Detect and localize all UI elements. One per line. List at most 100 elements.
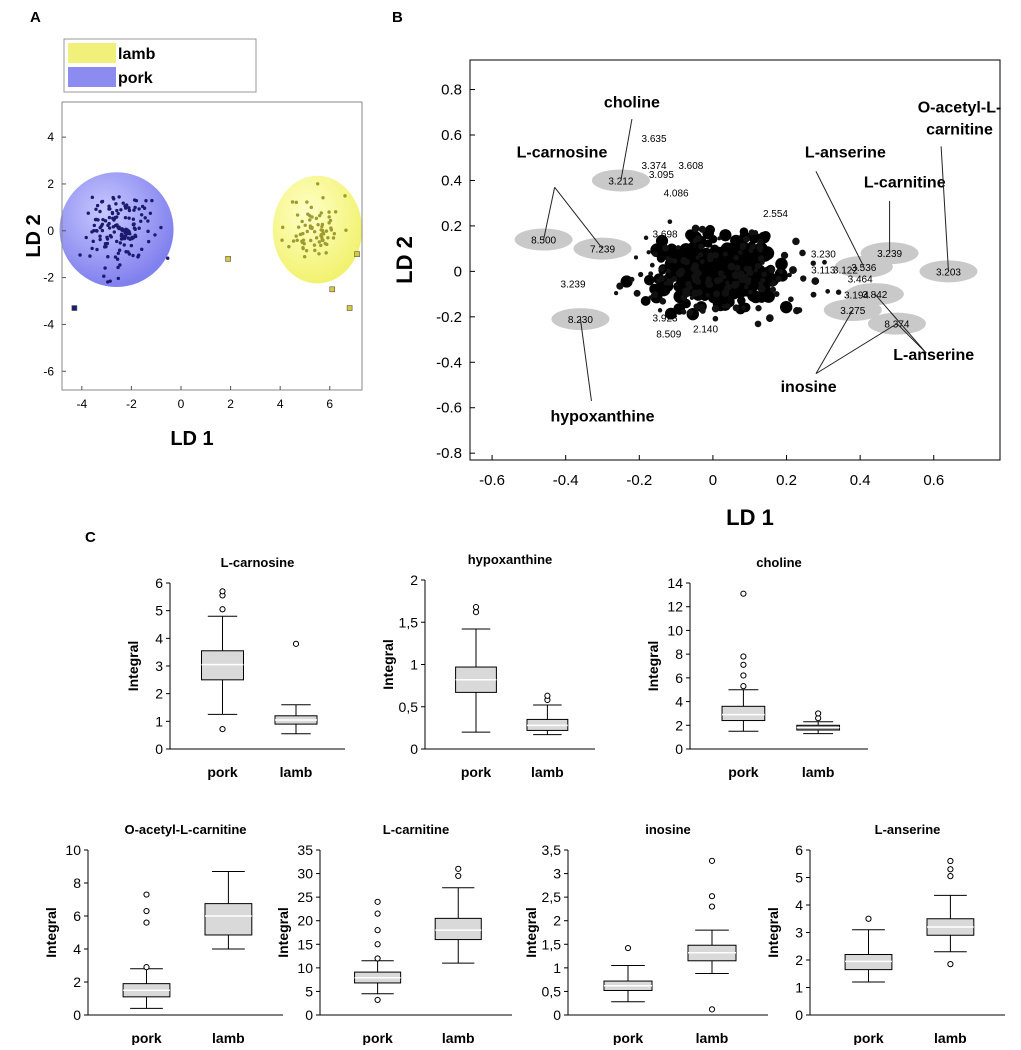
box-outlier bbox=[708, 1006, 716, 1013]
x-tick-label: 0 bbox=[178, 397, 185, 411]
pork-point bbox=[117, 248, 122, 252]
highlight-point-label: 3.239 bbox=[877, 249, 902, 260]
highlight-point-label: 3.275 bbox=[840, 306, 865, 317]
loading-point bbox=[699, 307, 706, 314]
pork-point bbox=[115, 215, 119, 219]
loading-point bbox=[666, 269, 672, 274]
pork-point bbox=[142, 206, 147, 210]
loading-point bbox=[761, 271, 768, 278]
lamb-outlier-point bbox=[329, 286, 336, 293]
annotation-label: O-acetyl-L- bbox=[918, 99, 1002, 116]
loading-label: 3.608 bbox=[678, 161, 703, 172]
y-tick-label: 6 bbox=[155, 575, 163, 591]
box-lamb bbox=[796, 710, 841, 735]
pork-point bbox=[116, 251, 121, 256]
pork-point bbox=[107, 207, 111, 211]
y-axis-label: Integral bbox=[765, 907, 781, 958]
annotation-label: L-anserine bbox=[893, 347, 974, 364]
pork-point bbox=[115, 208, 119, 213]
panel-a-lda-scatter: -4 -2 0 2 4 6 -6 -4 -2 0 2 4 LD 1 LD 2 lamb pork bbox=[23, 38, 363, 450]
loading-point bbox=[644, 274, 655, 286]
pork-point bbox=[92, 223, 97, 228]
lamb-point bbox=[309, 205, 313, 210]
loading-point bbox=[725, 303, 731, 309]
loading-point bbox=[727, 262, 736, 271]
pork-point bbox=[124, 203, 129, 207]
lamb-point bbox=[306, 212, 310, 216]
y-tick-label: 4 bbox=[155, 630, 163, 646]
y-axis-label: Integral bbox=[125, 641, 141, 692]
pork-point bbox=[132, 208, 136, 212]
loading-point bbox=[649, 283, 660, 295]
pork-point bbox=[120, 227, 124, 231]
loading-point bbox=[757, 284, 766, 293]
highlight-point-label: 7.239 bbox=[590, 245, 615, 256]
loading-point bbox=[775, 257, 788, 271]
loading-point bbox=[695, 270, 702, 277]
loading-point bbox=[750, 292, 762, 304]
loading-label: 3.230 bbox=[811, 250, 836, 261]
y-tick-label: -0.2 bbox=[436, 309, 462, 326]
y-tick-label: -2 bbox=[43, 271, 54, 285]
pork-point bbox=[128, 232, 132, 236]
pork-point bbox=[137, 207, 141, 211]
y-tick-label: 0 bbox=[553, 1007, 561, 1023]
lamb-point bbox=[327, 221, 331, 225]
pork-point bbox=[116, 276, 121, 281]
loading-label: 3.374 bbox=[642, 161, 667, 172]
pork-point bbox=[107, 204, 111, 208]
loading-point bbox=[789, 266, 797, 274]
box-outlier bbox=[740, 653, 747, 660]
x-category-label: lamb bbox=[696, 1030, 729, 1045]
x-category-label: lamb bbox=[212, 1030, 245, 1045]
loading-point bbox=[672, 258, 678, 264]
pork-point bbox=[134, 198, 139, 203]
lamb-point bbox=[327, 210, 331, 214]
loading-point bbox=[744, 284, 749, 290]
loading-point bbox=[663, 281, 668, 286]
panel-letter-c: C bbox=[85, 529, 96, 546]
loading-point bbox=[698, 225, 706, 233]
loading-point bbox=[629, 276, 635, 282]
loading-point bbox=[705, 293, 710, 298]
pork-cluster-ellipse bbox=[59, 172, 174, 287]
y-tick-label: 4 bbox=[795, 897, 803, 913]
box-outlier bbox=[472, 609, 480, 616]
lamb-point bbox=[301, 231, 305, 236]
y-tick-label: 3 bbox=[795, 925, 803, 941]
pork-point bbox=[105, 241, 110, 246]
pork-point bbox=[146, 229, 150, 234]
lamb-point bbox=[291, 239, 296, 243]
box-outlier bbox=[708, 893, 716, 900]
loading-point bbox=[746, 268, 754, 277]
lamb-point bbox=[319, 211, 324, 215]
pork-point bbox=[128, 237, 132, 241]
annotation-leader-line bbox=[815, 171, 865, 268]
y-tick-label: 15 bbox=[297, 936, 313, 952]
box-lamb bbox=[274, 640, 318, 735]
pork-point bbox=[131, 217, 136, 221]
boxplot-choline: choline 0 2 4 6 8 10 12 14 Integral pork lamb bbox=[645, 555, 868, 780]
y-tick-label: 0 bbox=[305, 1007, 313, 1023]
y-tick-label: 0 bbox=[795, 1007, 803, 1023]
lamb-point bbox=[331, 236, 336, 240]
pork-point bbox=[104, 244, 108, 249]
pork-point bbox=[95, 203, 100, 208]
y-tick-label: 0.8 bbox=[441, 82, 462, 99]
x-tick-label: -2 bbox=[126, 397, 137, 411]
y-tick-label: 3 bbox=[553, 866, 561, 882]
loading-point bbox=[748, 229, 755, 236]
lamb-point bbox=[280, 238, 284, 242]
pork-point bbox=[106, 280, 110, 284]
loading-label: 3.194 bbox=[844, 291, 869, 302]
pork-point bbox=[107, 226, 112, 230]
annotation-label: L-carnitine bbox=[864, 174, 946, 191]
box-outlier bbox=[947, 866, 954, 873]
annotation-leader-line bbox=[554, 186, 603, 249]
y-tick-label: 3,5 bbox=[542, 842, 562, 858]
loading-label: 3.464 bbox=[848, 275, 873, 286]
loading-label: 3.698 bbox=[653, 229, 678, 240]
loading-label: 2.554 bbox=[763, 209, 788, 220]
lamb-point bbox=[312, 229, 317, 234]
x-tick-label: 6 bbox=[326, 397, 333, 411]
